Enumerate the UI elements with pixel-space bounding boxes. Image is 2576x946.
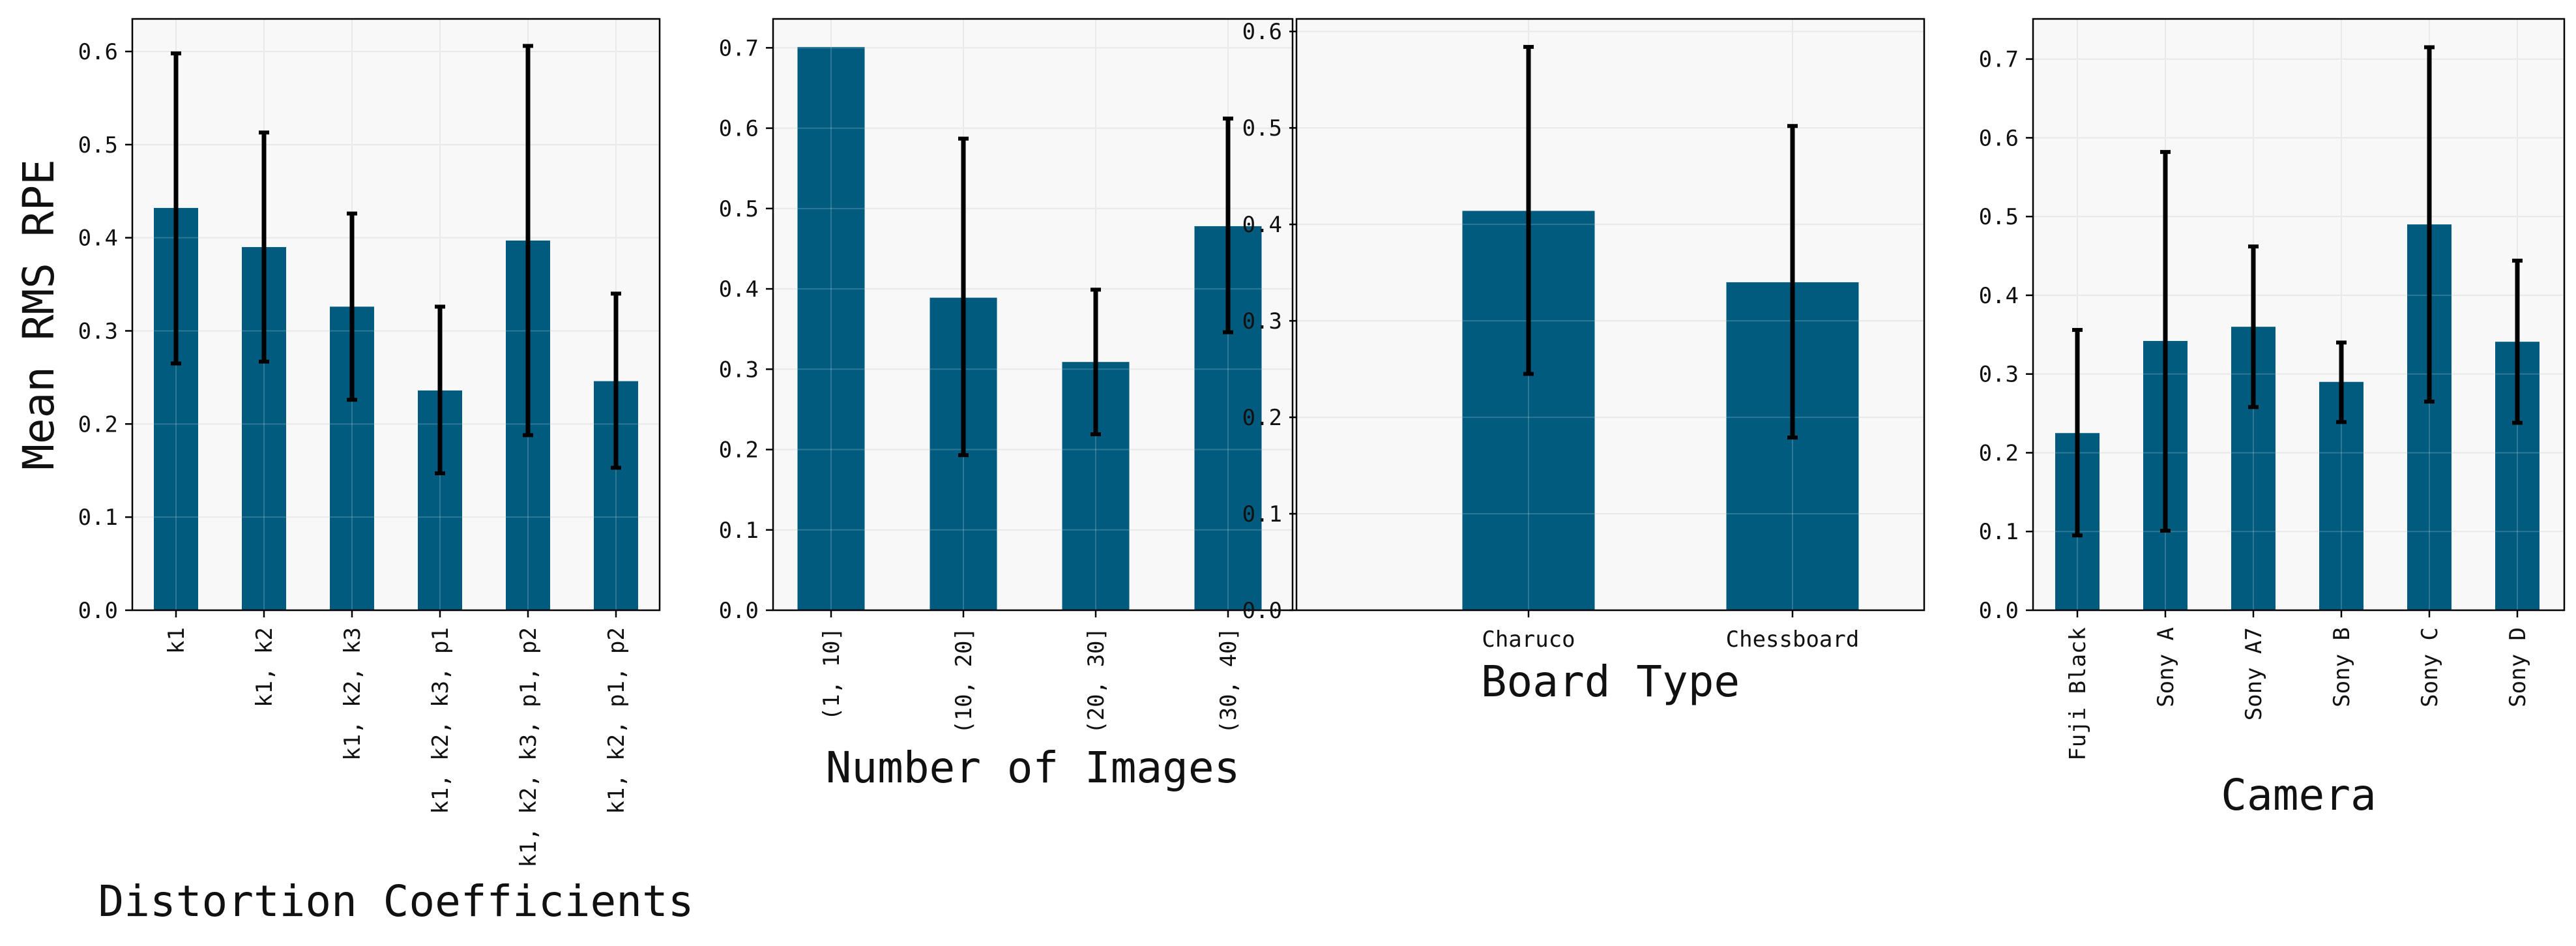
y-tick-label: 0.5: [1242, 115, 1282, 141]
x-tick-label: Sony C: [2417, 627, 2443, 707]
y-tick-label: 0.3: [719, 357, 759, 383]
y-tick-label: 0.4: [1242, 212, 1282, 238]
y-tick-label: 0.0: [1979, 598, 2019, 624]
x-tick-label: k1, k2, k3: [340, 627, 366, 761]
y-tick-label: 0.4: [78, 226, 118, 252]
error-bar: [523, 44, 533, 437]
x-axis-label: Camera: [2221, 770, 2376, 820]
error-bar: [611, 291, 621, 470]
error-bar: [2512, 258, 2523, 425]
y-tick-label: 0.6: [78, 39, 118, 65]
y-tick-label: 0.1: [1979, 519, 2019, 545]
x-tick-label: (20, 30]: [1083, 627, 1109, 734]
chart-panel-4: 0.0 0.1 0.2 0.3 0.4 0.5 0.6 0.7 Fuji Black Sony A…: [1979, 18, 2566, 820]
y-tick-label: 0.3: [78, 318, 118, 344]
error-bar: [1523, 44, 1534, 376]
x-tick-label: k1, k2, p1, p2: [604, 627, 630, 814]
x-axis-label: Distortion Coefficients: [98, 876, 694, 926]
x-tick-label: Sony B: [2329, 627, 2355, 707]
y-tick-label: 0.1: [1242, 501, 1282, 527]
plot-area: [2033, 19, 2564, 610]
chart-panel-3: 0.0 0.1 0.2 0.3 0.4 0.5 0.6 Charuco Chessboard Bo…: [1242, 18, 1925, 707]
y-tick-label: 0.1: [78, 505, 118, 531]
y-tick-label: 0.4: [719, 276, 759, 303]
error-bar: [259, 130, 269, 364]
error-bar: [2160, 150, 2171, 533]
y-tick-label: 0.1: [719, 518, 759, 544]
y-axis-label: Mean RMS RPE: [14, 159, 64, 470]
plot-frame: [772, 18, 1294, 612]
y-tick-label: 0.7: [1979, 47, 2019, 73]
y-tick-label: 0.4: [1979, 283, 2019, 309]
x-tick-label: (1, 10]: [819, 627, 845, 720]
x-tick-label: (30, 40]: [1216, 627, 1242, 734]
y-tick-label: 0.3: [1979, 362, 2019, 388]
y-tick-label: 0.2: [1979, 440, 2019, 466]
error-bar: [435, 304, 445, 476]
plot-frame: [1295, 18, 1925, 612]
error-bar: [171, 51, 181, 366]
error-bar: [1090, 288, 1101, 437]
y-tick-label: 0.6: [719, 116, 759, 142]
y-tick-label: 0.0: [1242, 598, 1282, 624]
y-tick-label: 0.2: [1242, 405, 1282, 431]
x-tick-label: (10, 20]: [951, 627, 977, 734]
plot-frame: [2032, 18, 2566, 612]
x-tick-label: Sony D: [2505, 627, 2531, 707]
error-bar: [2072, 328, 2083, 538]
x-tick-label: Sony A7: [2241, 627, 2267, 720]
x-tick-label: Fuji Black: [2065, 627, 2091, 761]
plot-area: [132, 19, 660, 610]
error-bar: [347, 211, 357, 402]
x-tick-label: Charuco: [1482, 627, 1575, 653]
y-tick-label: 0.6: [1242, 19, 1282, 45]
x-tick-label: k1, k2, k3, p1: [428, 627, 454, 814]
chart-panel-1: 0.0 0.1 0.2 0.3 0.4 0.5 0.6 k1 k1, k2 k1, k2, k3 k…: [14, 18, 694, 926]
y-tick-label: 0.5: [1979, 204, 2019, 230]
error-bar: [958, 136, 969, 458]
y-tick-label: 0.5: [719, 196, 759, 222]
y-tick-label: 0.2: [78, 411, 118, 437]
x-tick-label: k1, k2: [252, 627, 278, 707]
x-tick-label: Chessboard: [1726, 627, 1860, 653]
error-bar: [1787, 124, 1798, 440]
y-tick-label: 0.2: [719, 437, 759, 464]
x-axis-label: Board Type: [1481, 657, 1740, 707]
error-bar: [1223, 116, 1233, 334]
x-tick-label: k1, k2, k3, p1, p2: [516, 627, 542, 867]
plot-frame: [131, 18, 661, 612]
bar: [797, 47, 865, 611]
x-axis-label: Number of Images: [826, 743, 1240, 793]
error-bar: [2424, 45, 2435, 404]
y-tick-label: 0.0: [78, 598, 118, 624]
y-tick-label: 0.3: [1242, 308, 1282, 334]
y-tick-label: 0.7: [719, 35, 759, 61]
error-bar: [2336, 340, 2347, 424]
y-tick-label: 0.6: [1979, 125, 2019, 151]
y-tick-label: 0.0: [719, 598, 759, 624]
chart-panel-2: 0.0 0.1 0.2 0.3 0.4 0.5 0.6 0.7 (1, 10] (10, 20] (…: [719, 18, 1294, 793]
x-tick-label: k1: [164, 627, 190, 654]
error-bar: [2248, 244, 2259, 409]
y-tick-label: 0.5: [78, 132, 118, 158]
x-tick-label: Sony A: [2153, 627, 2179, 707]
